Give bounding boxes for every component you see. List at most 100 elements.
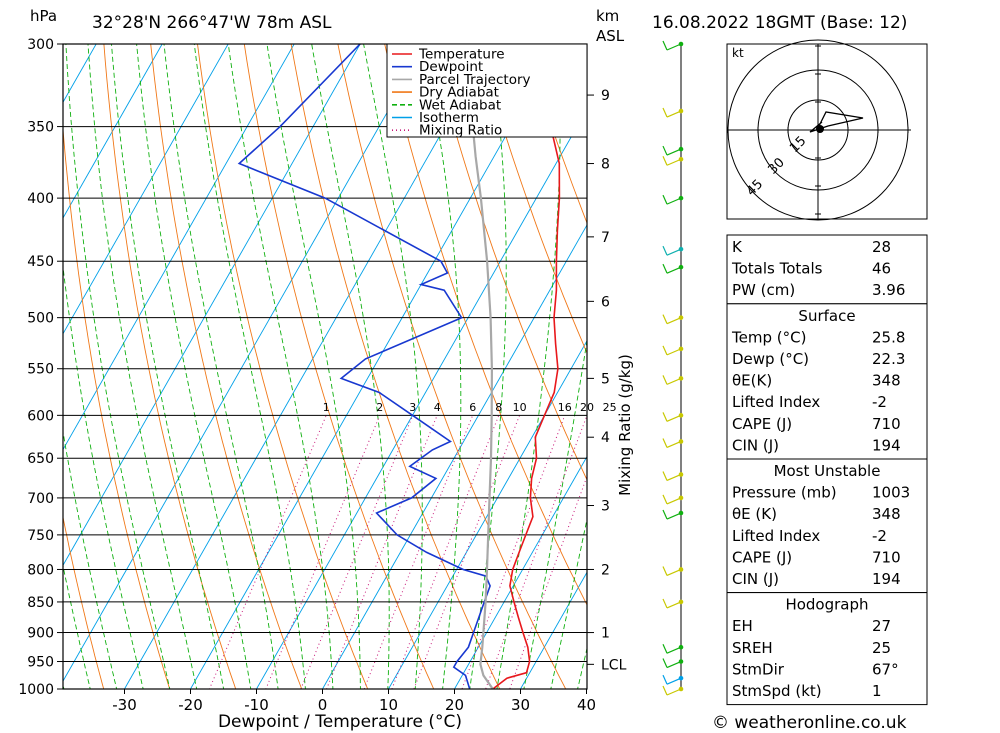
- wet-adiabat-line: [111, 44, 225, 689]
- wet-adiabat-line: [423, 44, 462, 689]
- index-value: -2: [872, 527, 887, 545]
- wind-barb: [666, 377, 682, 385]
- hodograph-trace: [809, 111, 864, 133]
- isotherm-line: [519, 571, 587, 689]
- wet-adiabat-line: [469, 44, 507, 689]
- wind-barb-flag: [662, 471, 668, 481]
- wind-level-dot: [678, 108, 684, 114]
- dry-adiabat-line: [524, 44, 587, 225]
- wind-level-dot: [678, 146, 684, 152]
- mixing-ratio-value-label: 16: [558, 401, 572, 414]
- pressure-tick-label: 950: [27, 655, 54, 671]
- wind-barb-flag: [662, 145, 668, 156]
- series-line-parcel-trajectory: [471, 126, 494, 689]
- index-label: Dewp (°C): [732, 350, 809, 368]
- isotherm-line: [255, 108, 587, 689]
- wind-barb: [666, 677, 682, 685]
- x-tick-label: -20: [178, 696, 203, 714]
- pressure-tick-label: 450: [27, 254, 54, 270]
- isotherm-line: [387, 339, 587, 689]
- x-tick-label: 30: [511, 696, 530, 714]
- index-label: EH: [732, 617, 753, 635]
- index-value: 22.3: [872, 350, 905, 368]
- pressure-tick-label: 400: [27, 191, 54, 207]
- index-label: StmDir: [732, 660, 785, 678]
- mixing-ratio-axis-label: Mixing Ratio (g/kg): [616, 354, 634, 496]
- legend-label: Isotherm: [419, 110, 479, 126]
- wind-level-dot: [678, 41, 684, 47]
- wind-level-dot: [678, 264, 684, 270]
- wind-level-dot: [678, 495, 684, 501]
- pressure-tick-label: 300: [27, 37, 54, 53]
- wind-barb-flag: [662, 263, 668, 274]
- wind-barb-flag: [662, 345, 668, 356]
- wet-adiabat-line: [63, 563, 91, 689]
- pressure-tick-label: 750: [27, 528, 54, 544]
- wind-level-dot: [678, 472, 684, 477]
- wind-level-dot: [678, 439, 684, 444]
- mixing-ratio-line: [509, 475, 587, 689]
- wind-level-dot: [678, 659, 684, 664]
- background-lines: [63, 44, 587, 689]
- profile-series: [237, 44, 561, 689]
- dry-adiabat-line: [197, 44, 369, 689]
- wind-barb: [666, 110, 682, 118]
- wind-level-dot: [678, 315, 684, 320]
- wind-barb-flag: [662, 375, 668, 385]
- index-value: 710: [872, 548, 901, 566]
- x-axis: -30 -20 -10 0 10 20 30 40: [112, 689, 596, 714]
- hodograph-indices-title: Hodograph: [785, 596, 868, 614]
- pressure-tick-label: 900: [27, 626, 54, 642]
- pressure-tick-label: 600: [27, 408, 54, 424]
- wet-adiabat-line: [227, 44, 334, 689]
- index-label: CAPE (J): [732, 415, 792, 433]
- isotherm-line: [63, 44, 229, 335]
- wind-barb-flag: [662, 194, 668, 205]
- wind-barb: [666, 440, 682, 449]
- legend-label: Dry Adiabat: [419, 85, 499, 101]
- wind-barb-flag: [662, 314, 668, 324]
- storm-motion-marker: [816, 125, 824, 133]
- wind-barb: [666, 497, 682, 505]
- wind-barb: [666, 43, 682, 51]
- wet-adiabat-line: [550, 517, 587, 689]
- wind-barb: [666, 568, 682, 577]
- dry-adiabat-line: [63, 515, 105, 689]
- wind-barb: [666, 646, 682, 654]
- index-label: CIN (J): [732, 570, 779, 588]
- mixing-ratio-value-label: 25: [603, 401, 617, 414]
- wind-level-dot: [678, 567, 684, 572]
- wind-level-dot: [678, 675, 684, 681]
- wind-barb: [666, 317, 682, 325]
- x-tick-label: -30: [112, 696, 137, 714]
- legend-label: Parcel Trajectory: [419, 72, 531, 88]
- isotherm-line: [63, 44, 97, 104]
- pressure-unit-label: hPa: [30, 7, 57, 25]
- index-value: 348: [872, 372, 901, 390]
- pressure-tick-label: 350: [27, 120, 54, 136]
- wind-profile: [662, 40, 684, 696]
- wind-barb-flag: [662, 509, 668, 520]
- mixing-ratio-value-label: 10: [513, 401, 527, 414]
- wind-barb-flag: [662, 598, 668, 609]
- wind-level-dot: [678, 686, 684, 692]
- pressure-tick-label: 650: [27, 451, 54, 467]
- x-tick-label: -10: [244, 696, 269, 714]
- x-tick-label: 0: [318, 696, 328, 714]
- index-label: Pressure (mb): [732, 484, 837, 502]
- series-line-temperature: [492, 44, 561, 689]
- wind-barb: [666, 248, 682, 256]
- index-label: PW (cm): [732, 281, 795, 299]
- mixing-ratio-value-label: 1: [323, 401, 330, 414]
- mixing-ratio-line: [485, 415, 587, 689]
- height-asl-label: ASL: [596, 27, 625, 45]
- legend-box: [386, 43, 588, 138]
- height-tick-label: 7: [601, 230, 610, 246]
- index-value: 194: [872, 436, 901, 454]
- wind-barb: [666, 148, 682, 156]
- wind-barb: [666, 266, 682, 274]
- index-label: θE (K): [732, 505, 777, 523]
- index-label: Temp (°C): [731, 328, 806, 346]
- height-tick-label: 9: [601, 88, 610, 104]
- index-value: 28: [872, 238, 891, 256]
